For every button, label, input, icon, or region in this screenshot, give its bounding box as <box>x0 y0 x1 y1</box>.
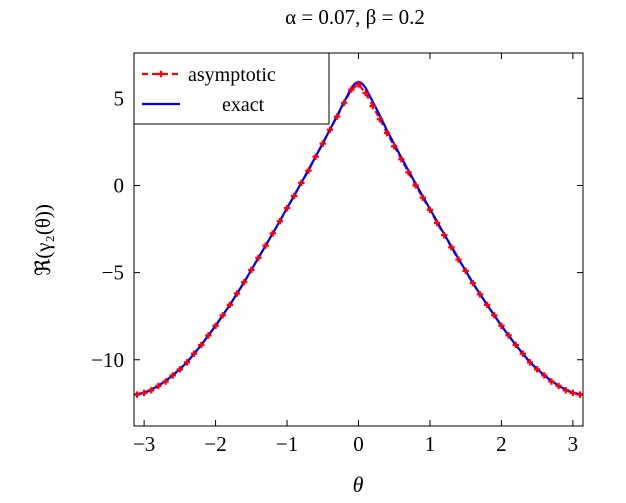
legend-plus-marker <box>157 70 165 78</box>
x-axis-label: θ <box>353 472 364 497</box>
plot-frame <box>133 52 584 427</box>
series-asymptotic-marker <box>483 301 491 309</box>
series-asymptotic-marker <box>462 267 469 275</box>
series-asymptotic-marker <box>348 86 355 93</box>
series-asymptotic-marker <box>169 372 176 379</box>
series-asymptotic-marker <box>519 350 527 357</box>
plot-series <box>133 80 584 398</box>
series-asymptotic-marker <box>333 113 341 120</box>
legend-label-exact: exact <box>222 94 265 116</box>
series-asymptotic-marker <box>569 389 577 397</box>
x-tick-label: −3 <box>133 432 155 456</box>
x-tick-label: 0 <box>353 432 364 456</box>
series-asymptotic-marker <box>455 256 462 263</box>
series-asymptotic-marker <box>383 129 391 137</box>
series-asymptotic-marker <box>248 266 255 274</box>
series-asymptotic-marker <box>262 242 269 249</box>
series-asymptotic-marker <box>369 102 376 110</box>
series-asymptotic-marker <box>212 322 219 329</box>
series-asymptotic-marker <box>505 332 512 339</box>
series-asymptotic-marker <box>190 350 198 357</box>
series-asymptotic-marker <box>433 219 441 227</box>
series-asymptotic-marker <box>441 231 448 239</box>
x-tick-label: −1 <box>276 432 298 456</box>
series-asymptotic-marker <box>576 391 584 398</box>
series-asymptotic-marker <box>326 126 334 133</box>
legend: asymptotic exact <box>133 52 330 125</box>
series-asymptotic-marker <box>219 312 226 319</box>
series-asymptotic-marker <box>398 156 405 163</box>
series-asymptotic-marker <box>233 290 241 297</box>
series-asymptotic-marker <box>155 382 162 390</box>
series-asymptotic-marker <box>412 182 419 189</box>
legend-label-asymptotic: asymptotic <box>188 64 276 86</box>
series-asymptotic-marker <box>476 291 484 298</box>
series-asymptotic-marker <box>162 378 169 385</box>
series-asymptotic-marker <box>491 312 498 319</box>
legend-marker-asymptotic <box>157 70 165 78</box>
series-asymptotic-marker <box>133 391 141 398</box>
series-asymptotic-marker <box>541 372 548 379</box>
chart-title: α = 0.07, β = 0.2 <box>285 5 425 29</box>
y-tick-labels: 5 0 −5 −10 <box>91 86 124 371</box>
series-asymptotic-marker <box>426 206 434 214</box>
series-asymptotic-marker <box>312 153 319 160</box>
series-asymptotic-marker <box>419 194 427 201</box>
series-asymptotic-marker <box>448 244 455 251</box>
series-asymptotic-line <box>136 82 581 396</box>
y-tick-label: 0 <box>114 173 125 197</box>
y-tick-label: 5 <box>114 86 125 110</box>
series-asymptotic-marker <box>283 204 291 212</box>
legend-box <box>133 52 330 125</box>
series-asymptotic-marker <box>341 99 348 106</box>
series-asymptotic-marker <box>362 89 369 97</box>
x-tick-label: 2 <box>496 432 507 456</box>
series-asymptotic-marker <box>376 116 384 123</box>
series-asymptotic-marker <box>290 192 298 200</box>
series-asymptotic-marker <box>176 366 184 373</box>
series-asymptotic-marker <box>405 169 412 176</box>
series-asymptotic-marker <box>512 341 519 349</box>
y-axis-label: ℜ(γ₂(θ)) <box>31 204 55 276</box>
series-asymptotic-marker <box>183 359 191 366</box>
y-tick-label: −5 <box>102 261 124 285</box>
y-tick-label: −10 <box>91 348 124 372</box>
series-asymptotic-marker <box>269 230 276 237</box>
series-asymptotic-marker <box>391 143 398 150</box>
series-asymptotic-marker <box>226 301 234 309</box>
series-asymptotic-marker <box>469 279 477 287</box>
series-asymptotic-marker <box>140 389 148 397</box>
series-asymptotic-marker <box>205 332 212 339</box>
series-asymptotic-marker <box>276 217 284 225</box>
x-tick-label: −2 <box>204 432 226 456</box>
series-asymptotic-marker <box>148 387 155 394</box>
series-asymptotic-marker <box>198 341 205 349</box>
series-asymptotic-marker <box>355 81 362 88</box>
series-asymptotic-marker <box>562 387 569 394</box>
series-asymptotic-marker <box>298 179 305 187</box>
series-asymptotic-marker <box>305 167 312 174</box>
series-asymptotic-marker <box>498 322 505 329</box>
series-asymptotic-marker <box>526 359 534 366</box>
series-asymptotic-marker <box>533 366 541 373</box>
series-asymptotic-marker <box>548 378 555 385</box>
series-asymptotic-marker <box>240 279 248 286</box>
x-tick-label: 1 <box>425 432 436 456</box>
series-asymptotic-marker <box>255 254 262 262</box>
series-asymptotic-marker <box>555 382 562 390</box>
x-tick-label: 3 <box>568 432 579 456</box>
series-asymptotic-marker <box>319 140 326 147</box>
x-tick-labels: −3 −2 −1 0 1 2 3 <box>133 432 578 456</box>
